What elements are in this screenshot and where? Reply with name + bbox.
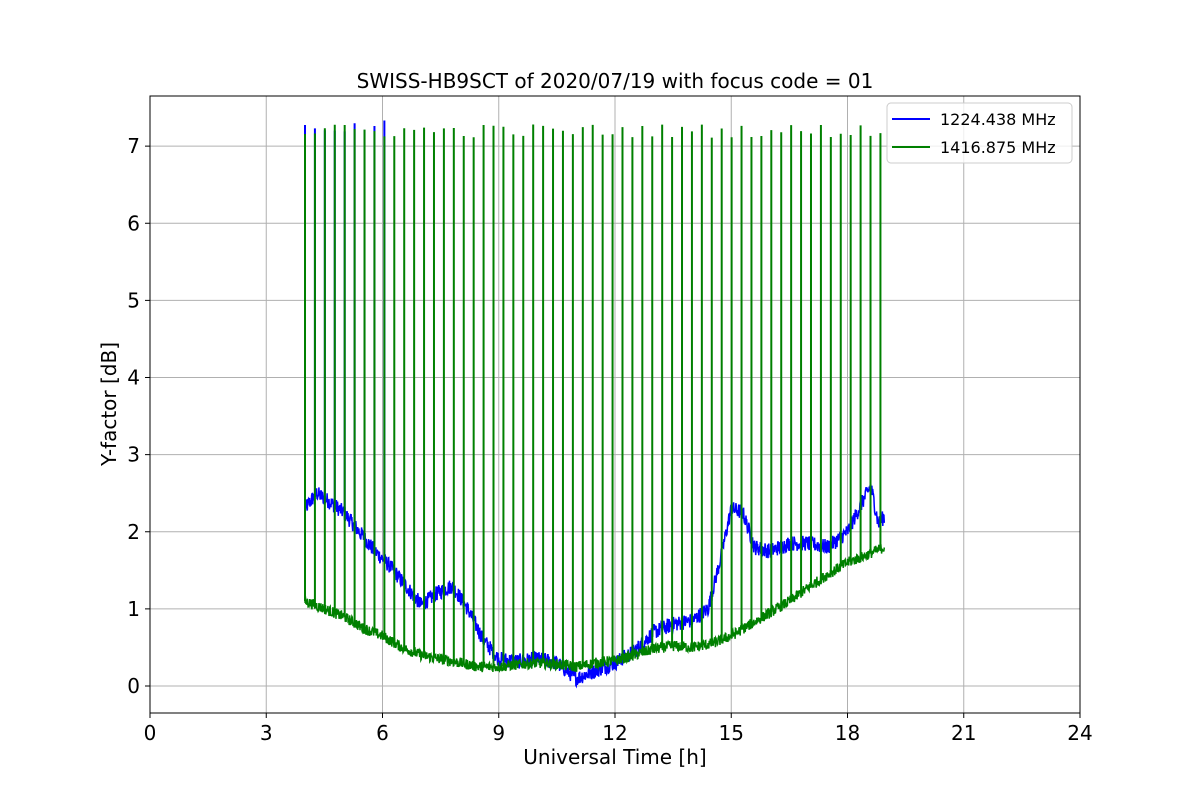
x-tick-label: 15	[719, 721, 744, 745]
x-axis-ticks: 0 3 6 9 12 15 18 21 24	[144, 713, 1093, 745]
y-tick-label: 5	[127, 288, 140, 312]
x-tick-label: 3	[260, 721, 273, 745]
x-tick-label: 0	[144, 721, 157, 745]
y-axis-ticks: 0 1 2 3 4 5 6 7	[127, 134, 150, 698]
x-axis-label: Universal Time [h]	[523, 745, 706, 769]
y-axis-label: Y-factor [dB]	[97, 342, 121, 467]
y-tick-label: 0	[127, 674, 140, 698]
x-tick-label: 9	[492, 721, 505, 745]
series-layer	[304, 120, 886, 689]
series-2-line	[304, 543, 886, 673]
y-tick-label: 1	[127, 597, 140, 621]
legend-label-series-1: 1224.438 MHz	[940, 110, 1056, 129]
x-tick-label: 12	[602, 721, 627, 745]
y-tick-label: 7	[127, 134, 140, 158]
x-tick-label: 6	[376, 721, 389, 745]
x-tick-label: 24	[1067, 721, 1092, 745]
chart-title: SWISS-HB9SCT of 2020/07/19 with focus co…	[357, 69, 874, 93]
x-tick-label: 21	[951, 721, 976, 745]
x-tick-label: 18	[835, 721, 860, 745]
series-1-line	[304, 481, 886, 689]
legend-box	[886, 102, 1073, 164]
y-tick-label: 3	[127, 443, 140, 467]
y-tick-label: 2	[127, 520, 140, 544]
y-tick-label: 6	[127, 211, 140, 235]
legend: 1224.438 MHz 1416.875 MHz	[886, 102, 1073, 164]
y-tick-label: 4	[127, 366, 140, 390]
legend-label-series-2: 1416.875 MHz	[940, 138, 1056, 157]
